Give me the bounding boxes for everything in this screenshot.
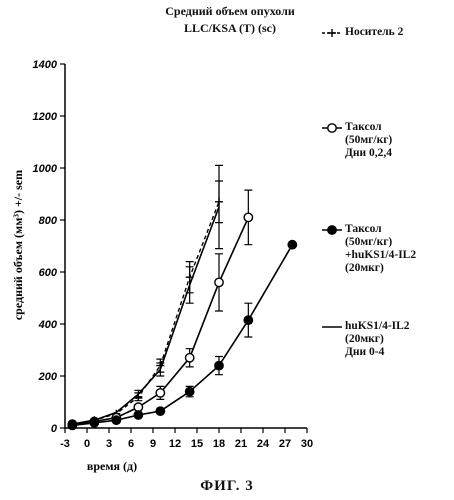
legend-entry-label: huKS1/4-IL2(20мкг)Дни 0-4	[345, 320, 410, 359]
series-3	[68, 240, 297, 429]
legend-marker	[328, 226, 337, 235]
legend-entry-line: Дни 0,2,4	[345, 147, 392, 160]
y-tick-label: 1000	[33, 163, 58, 175]
legend-symbol	[322, 124, 342, 132]
x-tick-label: 9	[150, 438, 156, 450]
y-tick-label: 600	[39, 267, 58, 279]
x-tick-label: 3	[106, 438, 112, 450]
legend-entry-line: (50мг/кг)	[345, 236, 416, 249]
x-tick-label: 21	[235, 438, 247, 450]
legend-entry-line: Дни 0-4	[345, 346, 410, 359]
series-layer	[68, 165, 297, 429]
legend-entry-line: (20мкг)	[345, 333, 410, 346]
x-tick-label: 15	[191, 438, 203, 450]
x-tick-label: -3	[60, 438, 70, 450]
x-tick-label: 6	[128, 438, 134, 450]
chart-title: Средний объем опухоли LLC/KSA (T) (sc)	[150, 3, 310, 37]
data-point	[185, 387, 194, 396]
y-tick-label: 0	[51, 423, 58, 435]
data-point	[112, 416, 121, 425]
series-line	[72, 245, 292, 426]
y-tick-label: 400	[38, 319, 58, 331]
x-tick-label: 30	[301, 438, 313, 450]
legend-marker	[328, 124, 336, 132]
data-point	[68, 421, 77, 430]
legend-symbol	[322, 226, 342, 235]
axes: 0200400600800100012001400-30369121518212…	[33, 59, 314, 450]
data-point	[244, 213, 252, 221]
x-tick-label: 24	[257, 438, 270, 450]
data-point	[215, 361, 224, 370]
data-point	[244, 316, 253, 325]
chart-subtitle: LLC/KSA (T) (sc)	[150, 20, 310, 37]
legend-entry-label: Таксол(50мг/кг)Дни 0,2,4	[345, 121, 392, 160]
legend-entry-label: Таксол(50мг/кг)+huKS1/4-IL2(20мкг)	[345, 223, 416, 275]
data-point	[215, 278, 223, 286]
series-1	[68, 181, 223, 428]
legend-entry-line: +huKS1/4-IL2	[345, 249, 416, 262]
error-bar	[215, 165, 223, 248]
x-tick-label: 12	[169, 438, 181, 450]
series-2	[68, 190, 252, 428]
y-tick-label: 1200	[33, 111, 58, 123]
data-point	[156, 389, 164, 397]
legend-entry-line: (50мг/кг)	[345, 134, 392, 147]
data-point	[185, 354, 193, 362]
y-tick-label: 200	[38, 371, 58, 383]
legend-marker	[328, 29, 336, 37]
series-4	[72, 165, 223, 424]
legend-entry-label: Носитель 2	[345, 26, 403, 39]
legend-layer	[322, 29, 342, 327]
legend-symbol	[322, 29, 342, 37]
legend-entry-line: (20мкг)	[345, 262, 416, 275]
x-tick-label: 27	[279, 438, 291, 450]
legend-entry-line: Таксол	[345, 223, 416, 236]
data-point	[288, 240, 297, 249]
x-tick-label: 0	[84, 438, 90, 450]
y-tick-label: 1400	[33, 59, 58, 71]
legend-entry-line: Таксол	[345, 121, 392, 134]
legend-entry-line: huKS1/4-IL2	[345, 320, 410, 333]
legend-entry-line: Носитель 2	[345, 26, 403, 39]
figure-label: ФИГ. 3	[0, 478, 454, 495]
y-axis-label: средний объем (мм³) +/- sem	[11, 170, 25, 320]
data-point	[156, 407, 165, 416]
chart-title-line: Средний объем опухоли	[150, 3, 310, 20]
series-line	[72, 207, 219, 424]
x-axis-label: время (д)	[87, 459, 137, 473]
series-line	[72, 202, 219, 424]
x-tick-label: 18	[213, 438, 225, 450]
y-tick-label: 800	[39, 215, 58, 227]
data-point	[134, 411, 143, 420]
